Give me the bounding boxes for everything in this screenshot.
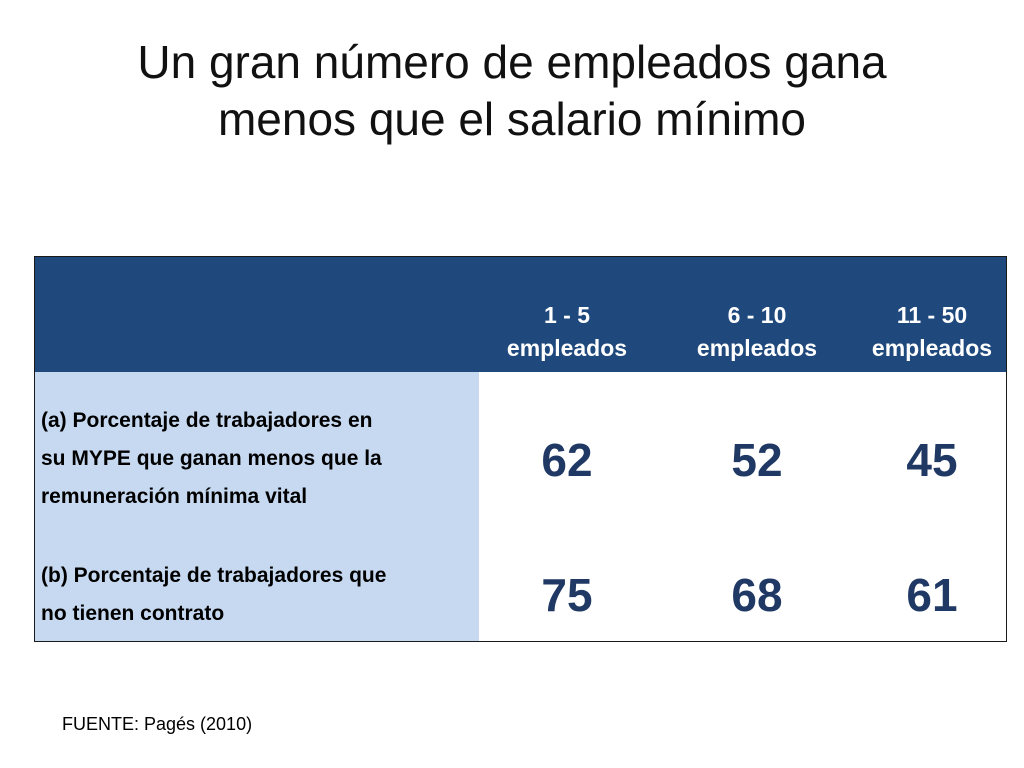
value-a-1-5: 62 — [541, 434, 593, 486]
value-a-6-10: 52 — [731, 434, 783, 486]
table-header-band — [35, 257, 1006, 372]
value-b-11-50: 61 — [906, 569, 958, 621]
title-line-2: menos que el salario mínimo — [217, 93, 807, 145]
slide-title: Un gran número de empleados gana menos q… — [40, 34, 984, 148]
title-line-1: Un gran número de empleados gana — [137, 36, 887, 88]
column-header-1-5: 1 - 5 empleados — [506, 302, 628, 361]
column-header-11-50: 11 - 50 empleados — [871, 302, 993, 361]
value-b-1-5: 75 — [541, 569, 593, 621]
row-label-a: (a) Porcentaje de trabajadores en su MYP… — [41, 409, 382, 508]
value-b-6-10: 68 — [731, 569, 783, 621]
column-header-6-10: 6 - 10 empleados — [696, 302, 818, 361]
row-label-b: (b) Porcentaje de trabajadores que no ti… — [41, 564, 387, 625]
source-note: FUENTE: Pagés (2010) — [62, 714, 253, 734]
data-table: 1 - 5 empleados 6 - 10 empleados 11 - 50… — [34, 256, 1007, 642]
value-a-11-50: 45 — [906, 434, 958, 486]
row-label-band — [35, 372, 479, 641]
